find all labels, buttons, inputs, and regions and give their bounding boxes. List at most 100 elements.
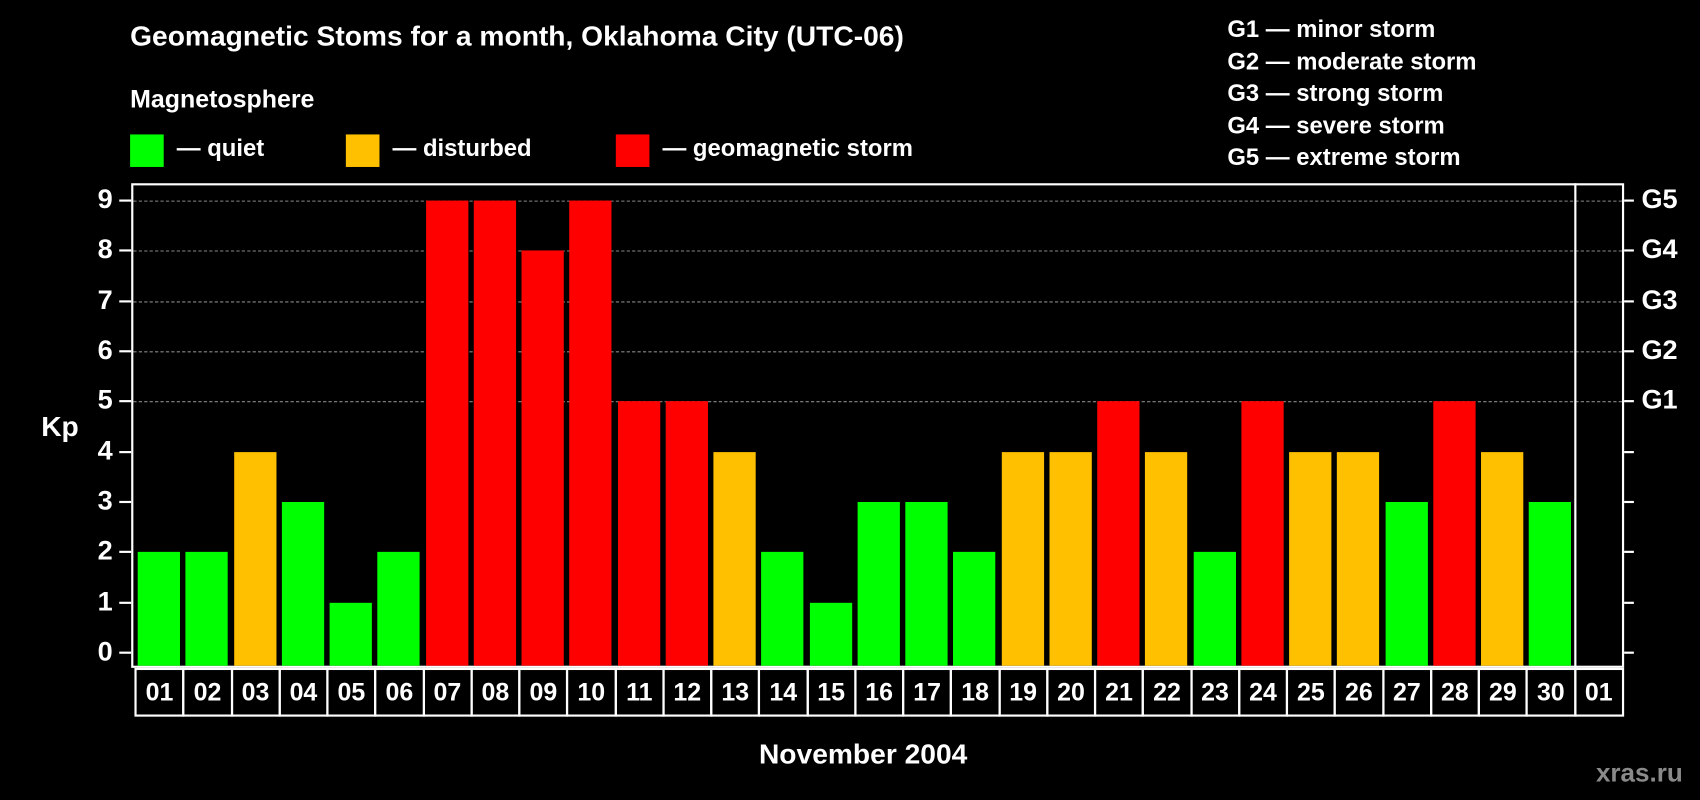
bar-day-30	[1528, 502, 1572, 666]
plot-area	[131, 183, 1625, 668]
bar-day-20	[1049, 451, 1092, 666]
g-scale-item: G2 — moderate storm	[1227, 47, 1477, 75]
day-label: 27	[1381, 667, 1432, 717]
bar-day-27	[1385, 502, 1428, 666]
y-tick	[119, 500, 132, 504]
bar-day-05	[329, 602, 372, 666]
gridline	[133, 200, 1622, 202]
legend-label-storm: — geomagnetic storm	[662, 134, 913, 162]
day-label: 02	[182, 667, 233, 717]
right-tick	[1624, 651, 1634, 654]
gridline	[133, 301, 1622, 303]
gridline	[133, 351, 1622, 353]
right-tick	[1624, 450, 1634, 453]
g-scale-tick-label: G5	[1641, 184, 1678, 215]
day-label: 26	[1333, 667, 1384, 717]
day-label: 07	[422, 667, 473, 717]
day-label: 01	[1573, 667, 1624, 717]
g-scale-tick-label: G3	[1641, 284, 1678, 316]
day-label: 24	[1237, 667, 1289, 717]
chart-title: Geomagnetic Stoms for a month, Oklahoma …	[130, 19, 904, 53]
bar-day-17	[905, 502, 948, 666]
day-label: 16	[854, 667, 905, 717]
y-tick	[119, 450, 132, 453]
y-tick	[119, 400, 132, 403]
bar-day-21	[1097, 401, 1140, 666]
y-tick-label: 5	[97, 385, 113, 416]
g-scale-tick-label: G1	[1641, 385, 1678, 416]
y-tick	[119, 601, 132, 604]
g-scale-item: G5 — extreme storm	[1227, 143, 1461, 171]
g-scale-legend: G1 — minor storm G2 — moderate storm G3 …	[1227, 13, 1476, 173]
bar-day-08	[473, 200, 516, 666]
day-label: 17	[902, 667, 953, 717]
y-tick-label: 0	[97, 636, 113, 667]
gridline	[133, 401, 1622, 403]
bar-day-01	[137, 552, 180, 666]
bar-day-15	[809, 602, 852, 666]
x-axis-label: November 2004	[758, 737, 968, 770]
y-tick	[119, 249, 132, 252]
y-tick-label: 4	[97, 435, 113, 466]
bar-day-12	[665, 401, 708, 666]
day-label: 25	[1285, 667, 1337, 717]
bar-day-06	[377, 552, 420, 666]
day-label: 05	[326, 667, 377, 717]
legend-heading: Magnetosphere	[130, 84, 315, 113]
watermark: xras.ru	[1595, 758, 1683, 789]
g-scale-item: G3 — strong storm	[1227, 79, 1444, 107]
day-label: 03	[230, 667, 281, 717]
y-tick-label: 8	[97, 234, 113, 265]
bar-day-29	[1481, 451, 1524, 666]
day-label: 01	[134, 667, 185, 717]
right-tick	[1624, 299, 1634, 303]
day-label: 04	[278, 667, 329, 717]
y-tick	[119, 299, 132, 303]
y-tick	[119, 651, 132, 654]
bar-day-14	[761, 552, 804, 666]
day-label: 19	[998, 667, 1049, 717]
y-tick-label: 7	[97, 284, 113, 316]
right-tick	[1624, 350, 1634, 353]
bar-day-28	[1433, 401, 1476, 666]
bar-day-09	[521, 250, 564, 666]
y-tick-label: 2	[97, 535, 113, 567]
day-label: 09	[518, 667, 569, 717]
day-label: 23	[1189, 667, 1241, 717]
bar-day-10	[569, 200, 612, 666]
next-month-divider	[1574, 183, 1577, 668]
day-label: 14	[758, 667, 809, 717]
day-label: 15	[806, 667, 857, 717]
right-tick	[1624, 199, 1634, 202]
y-tick	[119, 551, 132, 554]
bar-day-11	[617, 401, 660, 666]
bar-day-22	[1145, 451, 1188, 666]
legend-swatch-disturbed	[345, 134, 380, 167]
y-tick-label: 6	[97, 335, 113, 366]
bar-day-25	[1289, 451, 1332, 666]
bar-day-03	[233, 451, 276, 666]
day-label: 08	[470, 667, 521, 717]
bar-day-16	[857, 502, 900, 666]
bar-day-18	[953, 552, 996, 666]
y-tick	[119, 350, 132, 353]
y-tick-label: 9	[97, 184, 113, 215]
day-label: 21	[1093, 667, 1145, 717]
bar-day-02	[185, 552, 228, 666]
day-label: 11	[614, 667, 665, 717]
gridline	[133, 250, 1622, 252]
bar-day-23	[1193, 552, 1236, 666]
legend-swatch-quiet	[130, 134, 164, 167]
day-label: 28	[1429, 667, 1480, 717]
g-scale-tick-label: G2	[1641, 335, 1678, 366]
y-tick-label: 1	[97, 586, 113, 617]
day-label: 30	[1525, 667, 1576, 717]
g-scale-item: G4 — severe storm	[1227, 111, 1445, 139]
legend-label-quiet: — quiet	[176, 134, 265, 162]
right-tick	[1624, 551, 1634, 554]
day-label: 20	[1045, 667, 1097, 717]
right-tick	[1624, 500, 1634, 504]
legend-swatch-storm	[615, 134, 650, 167]
right-tick	[1624, 601, 1634, 604]
bars-layer	[133, 185, 1622, 666]
